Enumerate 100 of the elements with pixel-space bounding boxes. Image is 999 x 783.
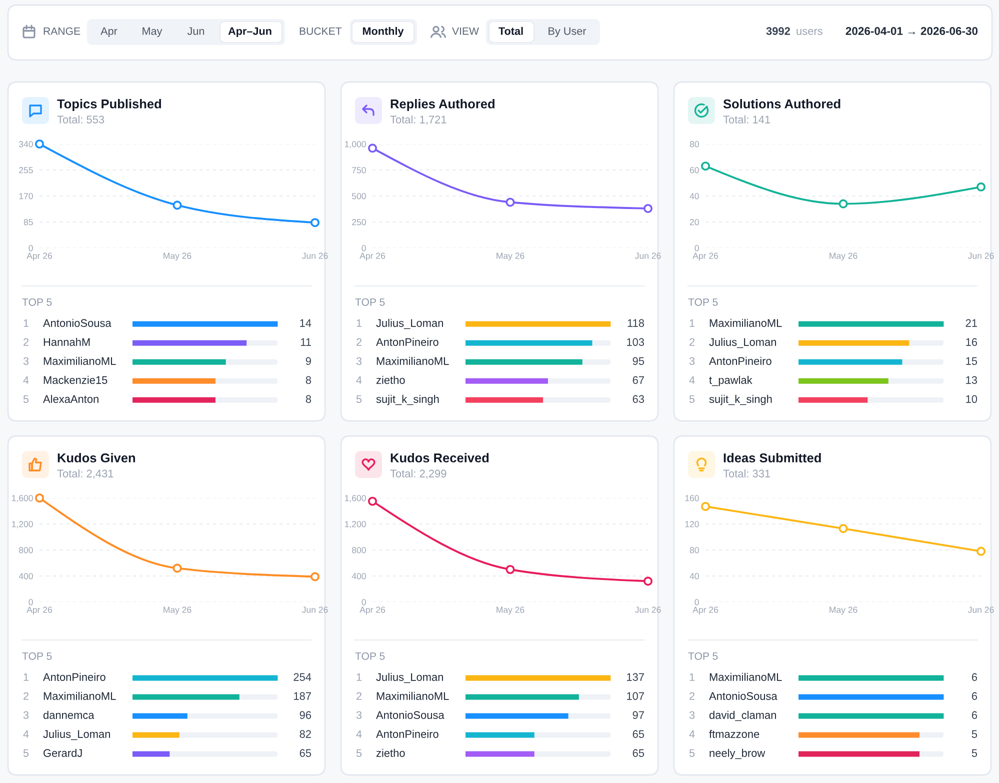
y2-tick-label: 3: [356, 711, 362, 719]
data-label: 5: [972, 730, 978, 738]
point: [976, 546, 986, 556]
chart-title: Kudos Given: [58, 453, 136, 462]
y2-tick-label: 4: [23, 376, 29, 384]
point: [643, 576, 653, 586]
data-label: 11: [300, 338, 311, 346]
text: 2026-04-01 → 2026-06-30: [846, 27, 978, 36]
y2-tick-label: 3: [23, 711, 29, 719]
x-tick-label: Jun 26: [302, 252, 328, 259]
data-label: 16: [966, 338, 978, 346]
data-label: 5: [972, 749, 978, 757]
x-tick-label: Apr 26: [360, 606, 386, 615]
y2-tick-label: 3: [689, 711, 695, 719]
x-tick-label: May 26: [496, 606, 524, 615]
y-tick-label: Mackenzie15: [44, 376, 108, 384]
text: By User: [548, 27, 586, 38]
data-label: 65: [300, 749, 312, 757]
y-tick-label: sujit_k_singh: [376, 394, 439, 406]
y2-tick-label: 3: [689, 357, 695, 365]
data-label: 96: [300, 711, 312, 719]
y-tick-label: 80: [690, 141, 699, 148]
y-tick-label: MaximilianoML: [710, 318, 782, 327]
text: BUCKET: [300, 27, 342, 35]
y-tick-label: MaximilianoML: [376, 692, 449, 700]
y-tick-label: zietho: [376, 376, 405, 384]
y2-tick-label: 2: [356, 338, 362, 346]
y-tick-label: 340: [18, 141, 33, 148]
y2-tick-label: 1: [690, 319, 694, 327]
y2-tick-label: 5: [689, 749, 695, 757]
data-label: 187: [294, 692, 311, 700]
chart-subtitle: Total: 2,431: [57, 469, 114, 479]
y-tick-label: 0: [694, 599, 699, 606]
chart-subtitle: Total: 141: [723, 115, 770, 124]
y2-tick-label: 5: [689, 395, 695, 403]
y2-tick-label: 4: [689, 730, 695, 738]
x-tick-label: Jun 26: [635, 252, 661, 259]
y-tick-label: neely_brow: [710, 748, 766, 760]
x-tick-label: Jun 26: [635, 606, 661, 613]
y-tick-label: MaximilianoML: [44, 356, 116, 365]
y2-tick-label: 1: [690, 673, 694, 681]
data-label: 8: [306, 376, 312, 384]
text: TOP 5: [355, 298, 385, 306]
chart-subtitle: Total: 553: [57, 115, 104, 124]
y-tick-label: 0: [362, 245, 366, 252]
data-label: 13: [966, 376, 978, 384]
chart-subtitle: Total: 331: [723, 469, 770, 478]
chart-title: Topics Published: [57, 99, 161, 111]
y-tick-label: 40: [690, 573, 699, 580]
x-tick-label: Jun 26: [968, 606, 994, 613]
text: Apr: [100, 27, 118, 38]
y-tick-label: dannemca: [43, 710, 94, 719]
text: May: [142, 27, 162, 38]
data-label: 107: [627, 692, 644, 700]
chart-title: Kudos Received: [390, 453, 489, 462]
y-tick-label: GerardJ: [44, 748, 82, 757]
x-tick-label: May 26: [496, 252, 524, 261]
y2-tick-label: 1: [24, 673, 28, 681]
y-tick-label: 500: [352, 193, 366, 200]
x-tick-label: May 26: [164, 606, 192, 615]
y2-tick-label: 1: [356, 673, 362, 681]
y2-tick-label: 1: [356, 319, 362, 327]
y-tick-label: AntonPineiro: [43, 672, 106, 681]
point: [310, 218, 320, 228]
y2-tick-label: 2: [24, 338, 28, 346]
y-tick-label: t_pawlak: [709, 376, 752, 386]
y2-tick-label: 3: [23, 357, 29, 365]
text: VIEW: [452, 27, 479, 35]
point: [506, 198, 515, 207]
y-tick-label: MaximilianoML: [710, 672, 782, 681]
x-tick-label: Apr 26: [26, 606, 52, 615]
y-tick-label: Julius_Loman: [709, 338, 776, 348]
y-tick-label: 160: [685, 495, 699, 502]
chart-title: Replies Authored: [390, 99, 494, 111]
point: [643, 204, 653, 213]
point: [34, 493, 44, 503]
point: [700, 502, 710, 511]
y-tick-label: 1,200: [345, 521, 366, 528]
y-tick-label: 20: [690, 219, 699, 226]
text: TOP 5: [22, 652, 52, 660]
text: TOP 5: [22, 298, 52, 306]
data-label: 82: [300, 730, 311, 738]
data-label: 97: [632, 711, 644, 719]
x-tick-label: May 26: [830, 252, 858, 261]
point: [368, 144, 378, 153]
data-label: 14: [300, 319, 312, 327]
y-tick-label: HannahM: [44, 338, 90, 346]
text: Apr–Jun: [228, 27, 272, 38]
y-tick-label: AlexaAnton: [43, 394, 98, 403]
y-tick-label: 0: [28, 599, 33, 606]
y-tick-label: 1,200: [12, 521, 33, 528]
data-label: 21: [966, 319, 977, 327]
data-label: 137: [627, 673, 644, 681]
y-tick-label: 40: [690, 193, 699, 200]
y-tick-label: AntonioSousa: [376, 710, 444, 719]
y-tick-label: Julius_Loman: [376, 672, 443, 684]
y-tick-label: 0: [28, 245, 33, 252]
data-label: 65: [632, 730, 644, 738]
y-tick-label: 60: [690, 167, 699, 174]
y-tick-label: 750: [352, 167, 366, 174]
